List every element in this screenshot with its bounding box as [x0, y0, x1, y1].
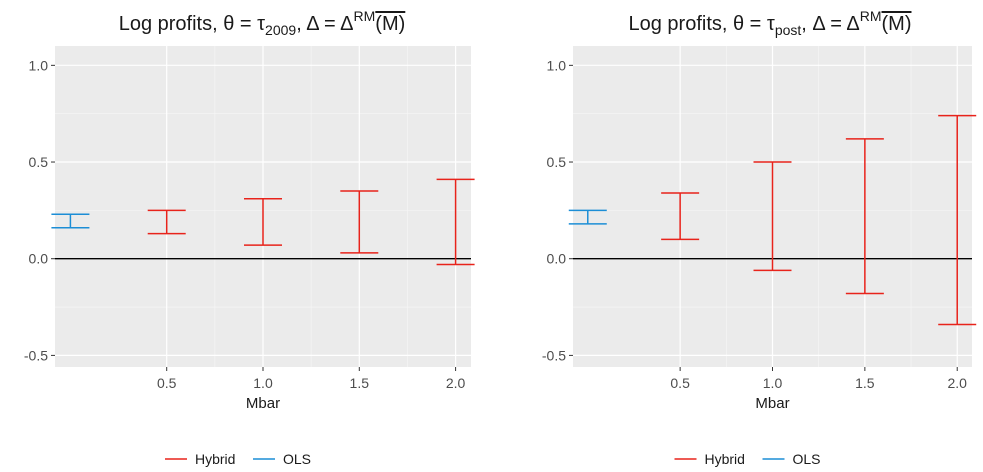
legend-label-hybrid: Hybrid: [195, 451, 235, 467]
errorbar-hybrid-2: [753, 161, 792, 272]
x-tick-label: 0.5: [670, 375, 690, 391]
x-tick-label: 1.0: [763, 375, 783, 391]
errorbar-ols-1: [568, 209, 607, 225]
x-axis-title: Mbar: [246, 395, 280, 412]
title-main: Log profits, θ = τ: [119, 13, 265, 35]
y-tick-label: 0.5: [547, 154, 567, 170]
title-subscript: 2009: [265, 22, 296, 38]
chart-title: Log profits, θ = τpost, Δ = ΔRM(M): [629, 8, 912, 38]
y-tick-label: 1.0: [29, 57, 49, 73]
errorbar-hybrid-4: [938, 114, 977, 326]
errorbar-hybrid-1: [147, 209, 186, 235]
legend-label-ols: OLS: [283, 451, 311, 467]
x-axis-title: Mbar: [755, 395, 789, 412]
title-mid: , Δ = Δ: [801, 13, 859, 35]
y-tick-label: -0.5: [24, 347, 48, 363]
chart-panel-1: -0.5 0.0 0.5 1.0 0.5 1.0 1.5 2.0 Mbar Log profits…: [24, 8, 475, 467]
errorbar-hybrid-1: [661, 192, 700, 241]
title-superscript: RM: [354, 8, 376, 24]
title-superscript: RM: [860, 8, 882, 24]
errorbar-ols-1: [51, 213, 90, 229]
y-tick-label: 0.0: [547, 251, 567, 267]
y-tick-label: 0.0: [29, 251, 49, 267]
errorbar-hybrid-4: [436, 178, 475, 266]
chart-title: Log profits, θ = τ2009, Δ = ΔRM(M): [119, 8, 406, 38]
x-tick-label: 1.5: [855, 375, 875, 391]
title-main: Log profits, θ = τ: [629, 13, 775, 35]
legend: Hybrid OLS: [165, 451, 311, 467]
y-tick-label: -0.5: [542, 347, 566, 363]
title-subscript: post: [775, 22, 802, 38]
legend: Hybrid OLS: [674, 451, 821, 467]
y-tick-label: 1.0: [547, 57, 567, 73]
errorbar-hybrid-3: [845, 138, 884, 295]
x-tick-label: 1.0: [253, 375, 273, 391]
x-tick-label: 2.0: [947, 375, 967, 391]
x-tick-label: 0.5: [157, 375, 177, 391]
title-mid: , Δ = Δ: [296, 13, 353, 35]
errorbar-hybrid-3: [340, 190, 379, 254]
title-argument: (M): [882, 13, 912, 35]
legend-label-ols: OLS: [793, 451, 821, 467]
legend-label-hybrid: Hybrid: [705, 451, 745, 467]
x-tick-label: 2.0: [446, 375, 466, 391]
x-tick-label: 1.5: [350, 375, 370, 391]
errorbar-hybrid-2: [244, 198, 282, 246]
chart-panel-2: -0.5 0.0 0.5 1.0 0.5 1.0 1.5 2.0 Mbar Log profits…: [542, 8, 977, 467]
title-argument: (M): [375, 13, 405, 35]
y-tick-label: 0.5: [29, 154, 49, 170]
